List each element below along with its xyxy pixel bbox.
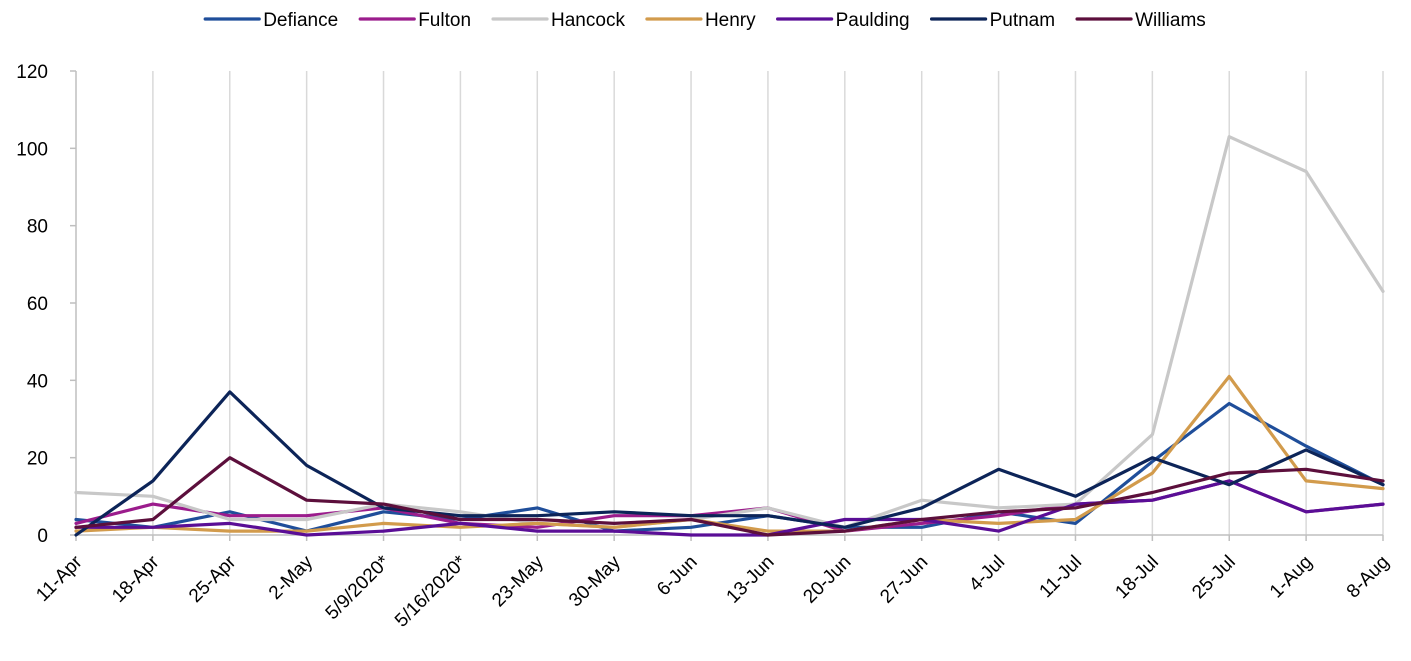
x-axis: 11-Apr 18-Apr 25-Apr 2-May 5/9/2020*5/16/202… (32, 534, 1394, 632)
legend: Defiance Fulton Hancock Henry Paulding Putnam… (203, 10, 1206, 31)
x-tick-label-18-Jul: 18-Jul (1111, 552, 1162, 603)
x-tick-label-4-Jul: 4-Jul (965, 552, 1009, 596)
series-line-putnam (74, 390, 1385, 537)
x-tick-label-5/9/2020*: 5/9/2020* (322, 551, 395, 624)
x-tick-label-5/16/2020*: 5/16/2020* (391, 551, 471, 631)
series-line-paulding (74, 479, 1385, 537)
series-line-hancock (74, 135, 1385, 529)
series-line-henry (74, 374, 1385, 533)
x-tick-label-2-May: 2-May (265, 551, 318, 604)
legend-label-hancock: Hancock (551, 10, 625, 31)
y-tick-label-80: 80 (27, 217, 48, 238)
y-tick-label-120: 120 (16, 62, 48, 83)
y-tick-label-0: 0 (37, 526, 48, 547)
legend-label-williams: Williams (1135, 10, 1206, 31)
x-tick-label-13-Jun: 13-Jun (723, 552, 779, 608)
legend-label-putnam: Putnam (990, 10, 1055, 31)
x-tick-label-23-May: 23-May (488, 551, 548, 611)
x-tick-label-27-Jun: 27-Jun (876, 552, 932, 608)
x-tick-label-11-Apr: 11-Apr (32, 551, 87, 606)
y-axis: 0 20 40 60 80 100 120 (16, 62, 77, 547)
legend-label-henry: Henry (705, 10, 756, 31)
x-tick-label-1-Aug: 1-Aug (1266, 552, 1317, 603)
x-tick-label-20-Jun: 20-Jun (799, 552, 855, 608)
y-tick-label-100: 100 (16, 139, 48, 160)
x-tick-label-11-Jul: 11-Jul (1036, 552, 1086, 602)
series-line-williams (74, 456, 1385, 537)
legend-label-fulton: Fulton (418, 10, 471, 31)
x-tick-label-25-Jul: 25-Jul (1188, 552, 1239, 603)
x-tick-label-18-Apr: 18-Apr (108, 551, 164, 607)
x-tick-label-6-Jun: 6-Jun (653, 552, 701, 600)
y-tick-label-40: 40 (27, 371, 48, 392)
y-tick-label-60: 60 (27, 294, 48, 315)
legend-label-defiance: Defiance (263, 10, 338, 31)
gridlines (152, 71, 1384, 535)
series-lines (74, 135, 1385, 537)
series-line-defiance (74, 401, 1385, 533)
legend-label-paulding: Paulding (836, 10, 910, 31)
x-tick-label-8-Aug: 8-Aug (1343, 552, 1394, 603)
x-tick-label-25-Apr: 25-Apr (185, 551, 241, 607)
y-tick-label-20: 20 (27, 449, 48, 470)
x-tick-label-30-May: 30-May (565, 551, 625, 611)
